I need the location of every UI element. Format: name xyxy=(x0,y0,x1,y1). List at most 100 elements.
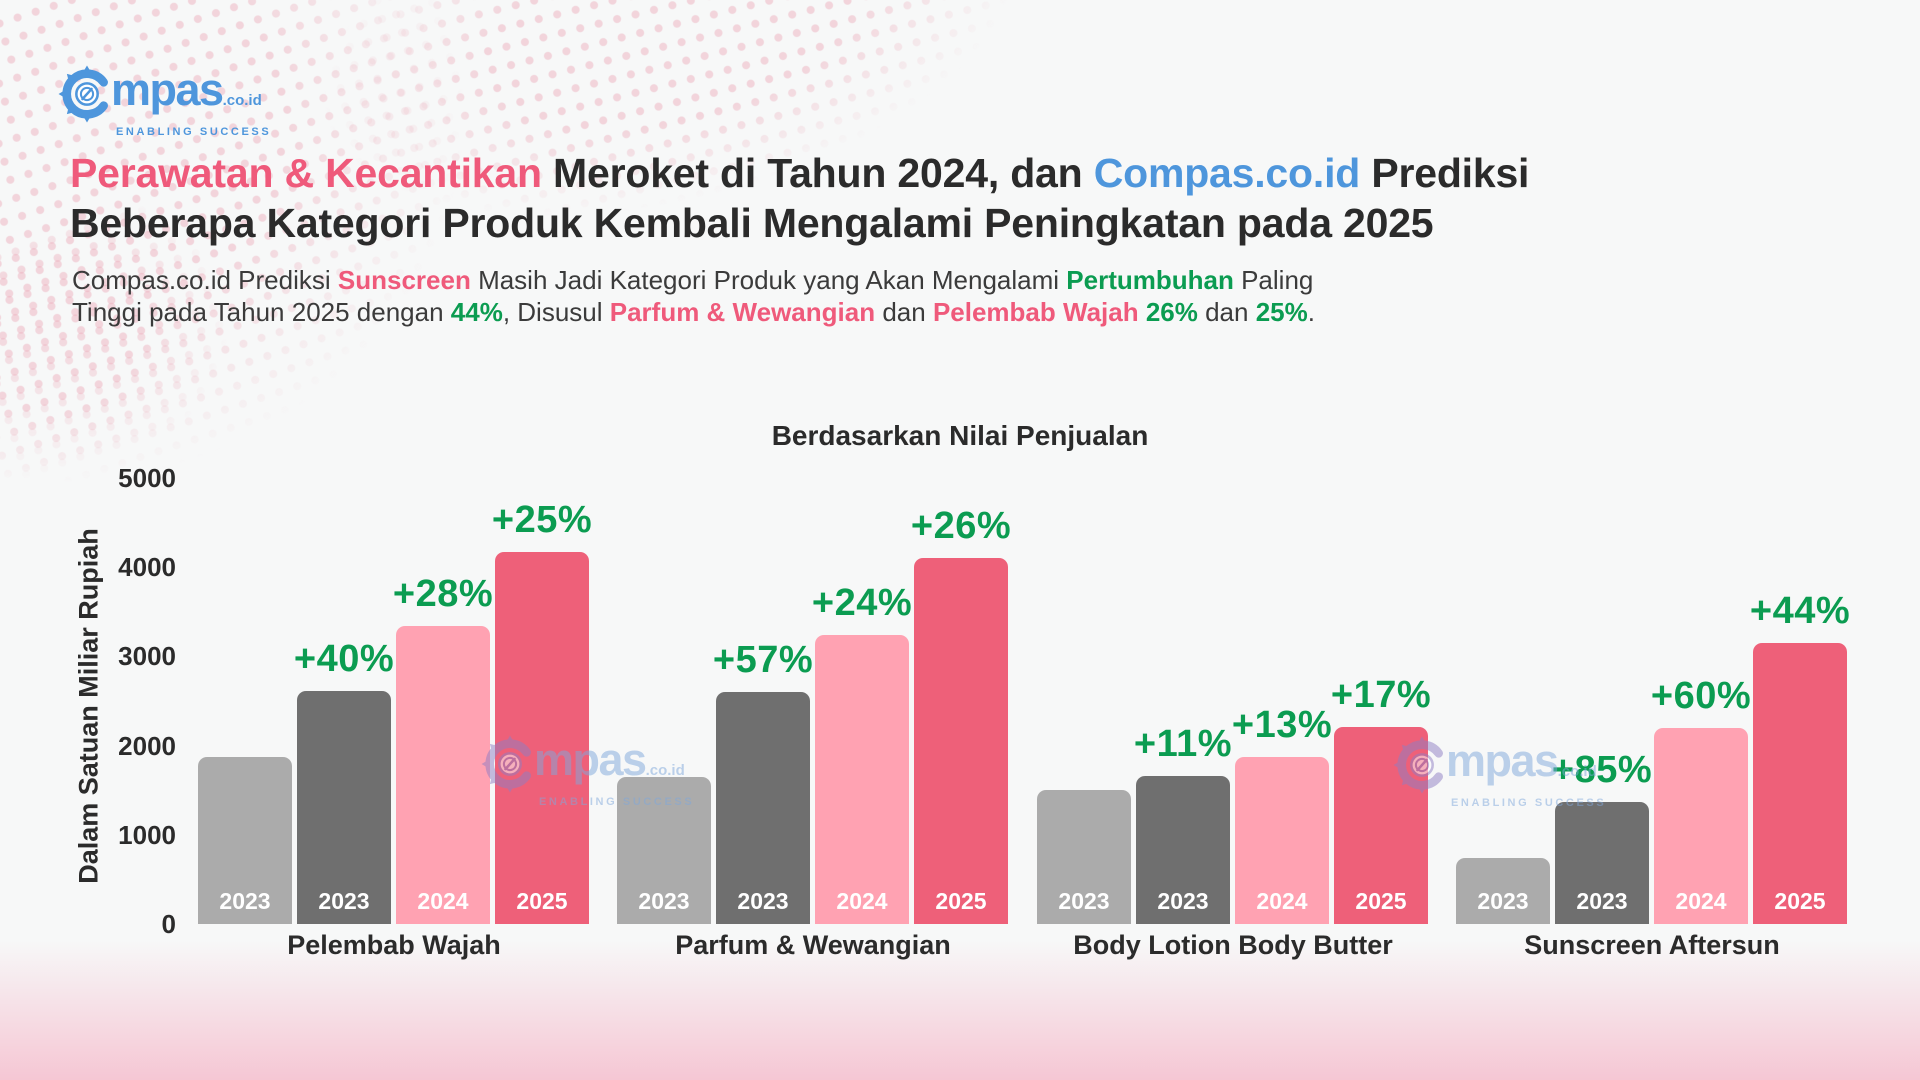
growth-label: +11% xyxy=(1133,722,1233,765)
bar-year-label: 2023 xyxy=(737,888,789,914)
brand-wordmark: mpas.co.id xyxy=(111,66,271,125)
text-segment: Compas.co.id xyxy=(1093,150,1361,196)
compass-icon xyxy=(1393,736,1443,794)
bar: 2024 xyxy=(1654,727,1748,924)
category-label: Pelembab Wajah xyxy=(287,930,501,960)
page-title: Perawatan & Kecantikan Meroket di Tahun … xyxy=(70,148,1529,248)
bar-year-label: 2023 xyxy=(1157,888,1209,914)
watermark-suffix: .co.id xyxy=(1557,763,1597,780)
page-subtitle: Compas.co.id Prediksi Sunscreen Masih Ja… xyxy=(72,264,1315,328)
bar: 2023 xyxy=(716,692,810,924)
bar-group: 2023 2023 +57% 2024 +24% 2025 +26% Parfum & Wew… xyxy=(617,478,1012,960)
text-segment: Sunscreen xyxy=(337,265,471,295)
bar-year-label: 2025 xyxy=(935,888,987,914)
bar: 2023 xyxy=(617,776,711,924)
bar: 2025 xyxy=(914,558,1008,924)
brand-wordmark-rest: mpas xyxy=(111,64,224,115)
bar-year-label: 2024 xyxy=(836,888,888,914)
text-segment: 26% xyxy=(1145,297,1198,327)
text-segment: Tinggi pada Tahun 2025 dengan xyxy=(72,297,451,327)
growth-label: +40% xyxy=(293,638,395,681)
y-tick-label: 4000 xyxy=(118,552,176,583)
growth-label: +25% xyxy=(491,499,593,542)
bar-year-label: 2023 xyxy=(1477,888,1529,914)
bar-group: 2023 2023 +85% 2024 +60% 2025 +44% Sunscreen Af… xyxy=(1456,478,1851,960)
growth-label: +60% xyxy=(1650,674,1752,717)
bar: 2024 xyxy=(815,635,909,924)
watermark-text: mpas.co.id ENABLING SUCCESS xyxy=(534,732,695,809)
bar: 2023 xyxy=(1037,790,1131,924)
bar-year-label: 2024 xyxy=(1675,888,1727,914)
text-segment: Parfum & Wewangian xyxy=(609,297,876,327)
bar-year-label: 2025 xyxy=(1774,888,1826,914)
bar: 2023 xyxy=(198,757,292,924)
text-segment: Meroket di Tahun 2024, dan xyxy=(541,150,1094,196)
chart-title: Berdasarkan Nilai Penjualan xyxy=(771,420,1149,451)
text-segment: 44% xyxy=(450,297,503,327)
watermark-text: mpas.co.id ENABLING SUCCESS xyxy=(1446,733,1607,810)
growth-label: +24% xyxy=(811,582,913,624)
bar: 2025 xyxy=(1753,643,1847,924)
growth-label: +13% xyxy=(1231,704,1333,747)
growth-label: +17% xyxy=(1330,673,1432,716)
growth-label: +28% xyxy=(392,573,494,616)
growth-label: +85% xyxy=(1551,748,1653,791)
page-subtitle-line2: Tinggi pada Tahun 2025 dengan 44%, Disus… xyxy=(72,296,1315,328)
category-label: Sunscreen Aftersun xyxy=(1524,930,1780,960)
bar-year-label: 2024 xyxy=(417,888,469,914)
bottom-gradient xyxy=(0,940,1920,1080)
brand-suffix: .co.id xyxy=(222,92,262,109)
watermark-tagline: ENABLING SUCCESS xyxy=(1451,797,1607,809)
brand-logo: mpas.co.id ENABLING SUCCESS xyxy=(55,62,271,138)
watermark-wordmark-rest: mpas xyxy=(1446,735,1559,786)
growth-label: +44% xyxy=(1749,590,1851,633)
bar: 2023 xyxy=(1555,801,1649,924)
y-tick-label: 1000 xyxy=(118,819,176,850)
bar-year-label: 2025 xyxy=(516,888,568,914)
text-segment: Masih Jadi Kategori Produk yang Akan Men… xyxy=(470,265,1067,295)
page-subtitle-line1: Compas.co.id Prediksi Sunscreen Masih Ja… xyxy=(72,264,1315,296)
growth-label: +26% xyxy=(910,505,1012,548)
bar: 2023 xyxy=(1136,775,1230,924)
watermark-wordmark: mpas.co.id xyxy=(1446,737,1606,796)
bar-year-label: 2023 xyxy=(219,888,271,914)
watermark-wordmark: mpas.co.id xyxy=(534,736,694,795)
bar: 2024 xyxy=(396,626,490,924)
bar-year-label: 2025 xyxy=(1355,888,1407,914)
y-tick-label: 5000 xyxy=(118,463,176,493)
text-segment: , Disusul xyxy=(502,297,610,327)
y-tick-label: 2000 xyxy=(118,730,176,761)
text-segment: Prediksi xyxy=(1360,150,1530,196)
text-segment: Compas.co.id Prediksi xyxy=(72,265,338,295)
bar-group: 2023 2023 +11% 2024 +13% 2025 +17% Body Lotion … xyxy=(1037,478,1432,960)
bar: 2024 xyxy=(1235,757,1329,924)
bar: 2023 xyxy=(1456,858,1550,924)
bar-year-label: 2023 xyxy=(638,888,690,914)
text-segment: . xyxy=(1307,297,1315,327)
y-tick-label: 3000 xyxy=(118,641,176,672)
bar-year-label: 2023 xyxy=(1576,888,1628,914)
bar-year-label: 2023 xyxy=(1058,888,1110,914)
page-title-line1: Perawatan & Kecantikan Meroket di Tahun … xyxy=(70,148,1529,198)
text-segment: Paling xyxy=(1233,265,1314,295)
watermark-wordmark-rest: mpas xyxy=(534,734,647,785)
growth-label: +57% xyxy=(712,639,814,682)
page-title-line2: Beberapa Kategori Produk Kembali Mengala… xyxy=(70,198,1529,248)
compass-icon xyxy=(58,65,108,123)
text-segment: dan xyxy=(875,297,933,327)
watermark-logo-left: mpas.co.id ENABLING SUCCESS xyxy=(478,732,694,808)
text-segment: Pelembab Wajah xyxy=(932,297,1139,327)
brand-tagline: ENABLING SUCCESS xyxy=(116,126,272,138)
compass-icon xyxy=(481,735,531,793)
bar-year-label: 2023 xyxy=(318,888,370,914)
bar: 2023 xyxy=(297,691,391,924)
bar-year-label: 2024 xyxy=(1256,888,1308,914)
watermark-logo-right: mpas.co.id ENABLING SUCCESS xyxy=(1390,733,1606,809)
watermark-tagline: ENABLING SUCCESS xyxy=(539,796,695,808)
category-label: Parfum & Wewangian xyxy=(675,930,951,960)
text-segment: dan xyxy=(1197,297,1256,327)
text-segment: Pertumbuhan xyxy=(1066,265,1234,295)
watermark-suffix: .co.id xyxy=(645,762,685,779)
